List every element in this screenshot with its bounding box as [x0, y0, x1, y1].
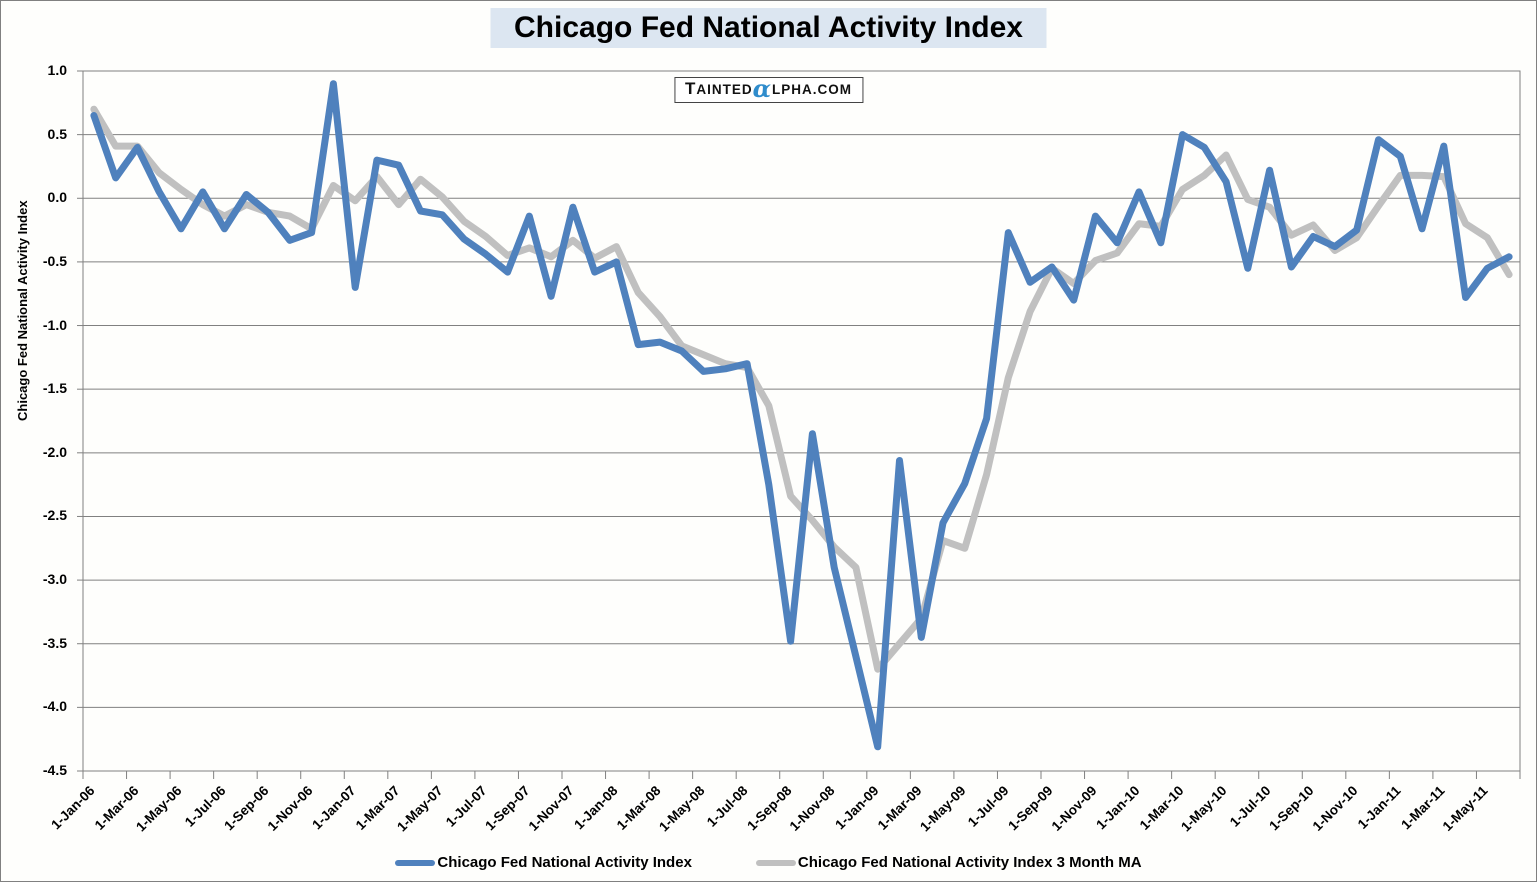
- y-tick-label: -2.5: [42, 507, 67, 524]
- y-tick-label: -4.5: [42, 762, 67, 778]
- alpha-glyph: α: [752, 74, 773, 103]
- watermark-text: T: [684, 79, 697, 98]
- legend-swatch-ma-icon: [755, 859, 796, 866]
- legend-swatch-index-icon: [395, 859, 436, 866]
- series-line-index: [90, 80, 1513, 751]
- chart-title: Chicago Fed National Activity Index: [490, 8, 1047, 48]
- legend-label: Chicago Fed National Activity Index: [437, 854, 692, 871]
- watermark-text: AINTED: [696, 82, 753, 97]
- legend-label: Chicago Fed National Activity Index 3 Mo…: [797, 854, 1142, 871]
- y-tick-label: 1.0: [47, 62, 67, 78]
- plot-border: [82, 70, 1521, 772]
- y-tick-label: -1.5: [42, 380, 67, 397]
- y-tick-label: 0.0: [47, 189, 67, 206]
- legend-item-ma: Chicago Fed National Activity Index 3 Mo…: [755, 854, 1142, 871]
- watermark: TAINTEDαLPHA.COM: [673, 74, 864, 103]
- y-tick-label: -3.0: [42, 571, 67, 588]
- y-tick-label: 0.5: [47, 125, 67, 142]
- y-tick-label: -3.5: [42, 634, 67, 651]
- y-tick-label: -0.5: [42, 252, 67, 269]
- legend: Chicago Fed National Activity Index Chic…: [1, 854, 1536, 871]
- legend-item-index: Chicago Fed National Activity Index: [395, 854, 692, 871]
- y-tick-label: -1.0: [42, 316, 67, 333]
- y-tick-label: -4.0: [42, 698, 67, 715]
- y-tick-label: -2.0: [42, 443, 67, 460]
- watermark-text: LPHA.COM: [772, 82, 853, 97]
